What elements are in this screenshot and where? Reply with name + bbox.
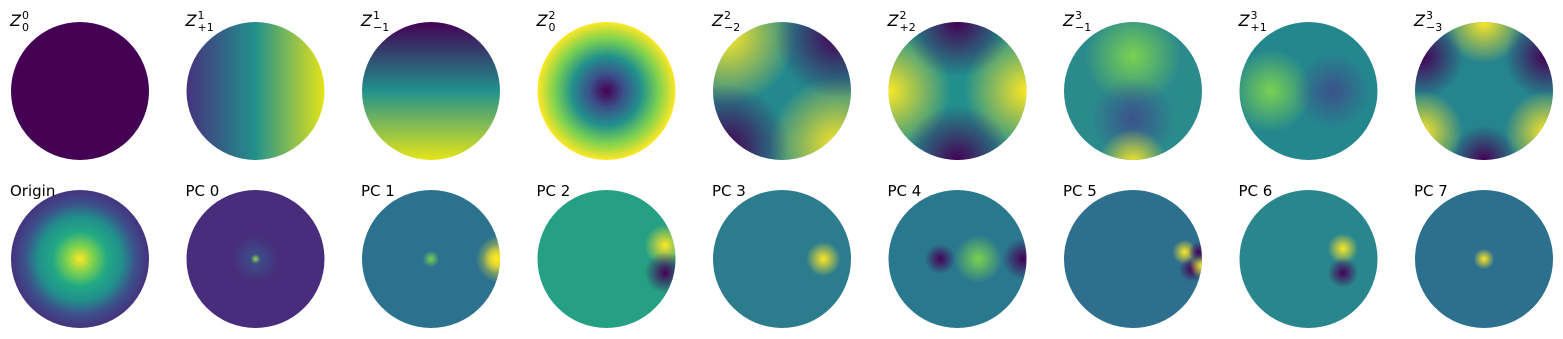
panel-label: Z bbox=[1238, 11, 1251, 30]
disk-feature bbox=[1415, 90, 1464, 160]
panel-label-sub: 0 bbox=[549, 21, 556, 34]
panel: PC 6 bbox=[1239, 182, 1378, 328]
panel: Z 20 bbox=[536, 9, 676, 160]
disk-feature bbox=[1098, 128, 1168, 160]
panel: Z 3−1 bbox=[1062, 9, 1202, 160]
disk-feature bbox=[1473, 248, 1495, 270]
disk-image bbox=[713, 190, 851, 328]
panel-label: PC 4 bbox=[888, 182, 922, 200]
panel-label-sub: −1 bbox=[1075, 21, 1091, 34]
panel-label: Z bbox=[711, 11, 724, 30]
disk-feature bbox=[1084, 22, 1182, 105]
panel-label: PC 2 bbox=[537, 182, 571, 200]
disk-image bbox=[362, 22, 500, 160]
panel: Z 00 bbox=[9, 9, 149, 160]
disk-feature bbox=[482, 245, 500, 273]
panel: Origin bbox=[10, 182, 149, 328]
disk-feature bbox=[644, 252, 676, 294]
panel-label-sub: +2 bbox=[900, 21, 916, 34]
panel-label-sub: 0 bbox=[22, 21, 29, 34]
panel: Z 3+1 bbox=[1238, 9, 1378, 160]
panel-label: Z bbox=[1413, 11, 1426, 30]
panel-label: PC 1 bbox=[361, 182, 395, 200]
panel-label: Z bbox=[536, 11, 549, 30]
disk-feature bbox=[1188, 241, 1202, 263]
disk-feature bbox=[1442, 22, 1526, 64]
disk-image bbox=[537, 190, 676, 328]
panel: PC 3 bbox=[712, 182, 851, 328]
disk-image bbox=[1064, 190, 1202, 328]
panel-label: PC 3 bbox=[712, 182, 746, 200]
panel-label-sup: 2 bbox=[900, 9, 907, 22]
disk-feature bbox=[1449, 125, 1519, 160]
disk-image bbox=[1239, 190, 1378, 328]
panel-label: PC 0 bbox=[186, 182, 220, 200]
panel-label-sub: −3 bbox=[1426, 21, 1442, 34]
panel-label: Z bbox=[1062, 11, 1075, 30]
disk-feature bbox=[1002, 238, 1027, 280]
panel: PC 2 bbox=[537, 182, 676, 328]
panel-label-sub: +1 bbox=[198, 21, 214, 34]
disk-image bbox=[11, 22, 149, 160]
disk-feature bbox=[475, 234, 500, 284]
panel-label-sub: +1 bbox=[1251, 21, 1267, 34]
panel-label: PC 7 bbox=[1414, 182, 1448, 200]
panel: Z 1−1 bbox=[360, 9, 500, 160]
disk-feature bbox=[422, 250, 440, 268]
panel: PC 4 bbox=[888, 182, 1027, 328]
disk-feature bbox=[1327, 257, 1359, 288]
disk-feature bbox=[954, 234, 1003, 284]
disk-feature bbox=[806, 241, 841, 277]
panel-label: Origin bbox=[10, 182, 55, 200]
panel-label: Z bbox=[360, 11, 373, 30]
panel-label-sup: 3 bbox=[1251, 9, 1258, 22]
disk-feature bbox=[902, 104, 1013, 160]
panel: Z 1+1 bbox=[185, 9, 325, 160]
panel-label-sup: 2 bbox=[724, 9, 731, 22]
panel-label-sup: 0 bbox=[22, 9, 29, 22]
panel-label-sup: 2 bbox=[549, 9, 556, 22]
disk-feature bbox=[1294, 53, 1371, 129]
panel-label-sub: −2 bbox=[724, 21, 740, 34]
panel: PC 1 bbox=[361, 182, 500, 328]
disk-image bbox=[186, 22, 325, 160]
panel-label-sup: 1 bbox=[373, 9, 380, 22]
panel-label-sup: 3 bbox=[1075, 9, 1082, 22]
disk-feature bbox=[902, 22, 1013, 78]
panel-label: Z bbox=[887, 11, 900, 30]
disk-feature bbox=[1327, 233, 1359, 264]
disk-image bbox=[11, 190, 149, 328]
panel-label-sup: 3 bbox=[1426, 9, 1433, 22]
disk-feature bbox=[250, 254, 261, 264]
panel-label: Z bbox=[185, 11, 198, 30]
disk-image bbox=[537, 22, 676, 160]
panel: PC 5 bbox=[1063, 182, 1202, 328]
panel-label: PC 5 bbox=[1063, 182, 1097, 200]
panel-label: PC 6 bbox=[1239, 182, 1273, 200]
panel: PC 7 bbox=[1414, 182, 1553, 328]
disk-feature bbox=[925, 243, 956, 275]
panel-label-sub: −1 bbox=[373, 21, 389, 34]
panel: Z 2−2 bbox=[711, 9, 851, 160]
disk-feature bbox=[1239, 49, 1312, 133]
panel: Z 2+2 bbox=[887, 9, 1027, 160]
panel: PC 0 bbox=[186, 182, 325, 328]
panel-label-sup: 1 bbox=[198, 9, 205, 22]
panel: Z 3−3 bbox=[1413, 9, 1553, 160]
panel-label: Z bbox=[9, 11, 22, 30]
